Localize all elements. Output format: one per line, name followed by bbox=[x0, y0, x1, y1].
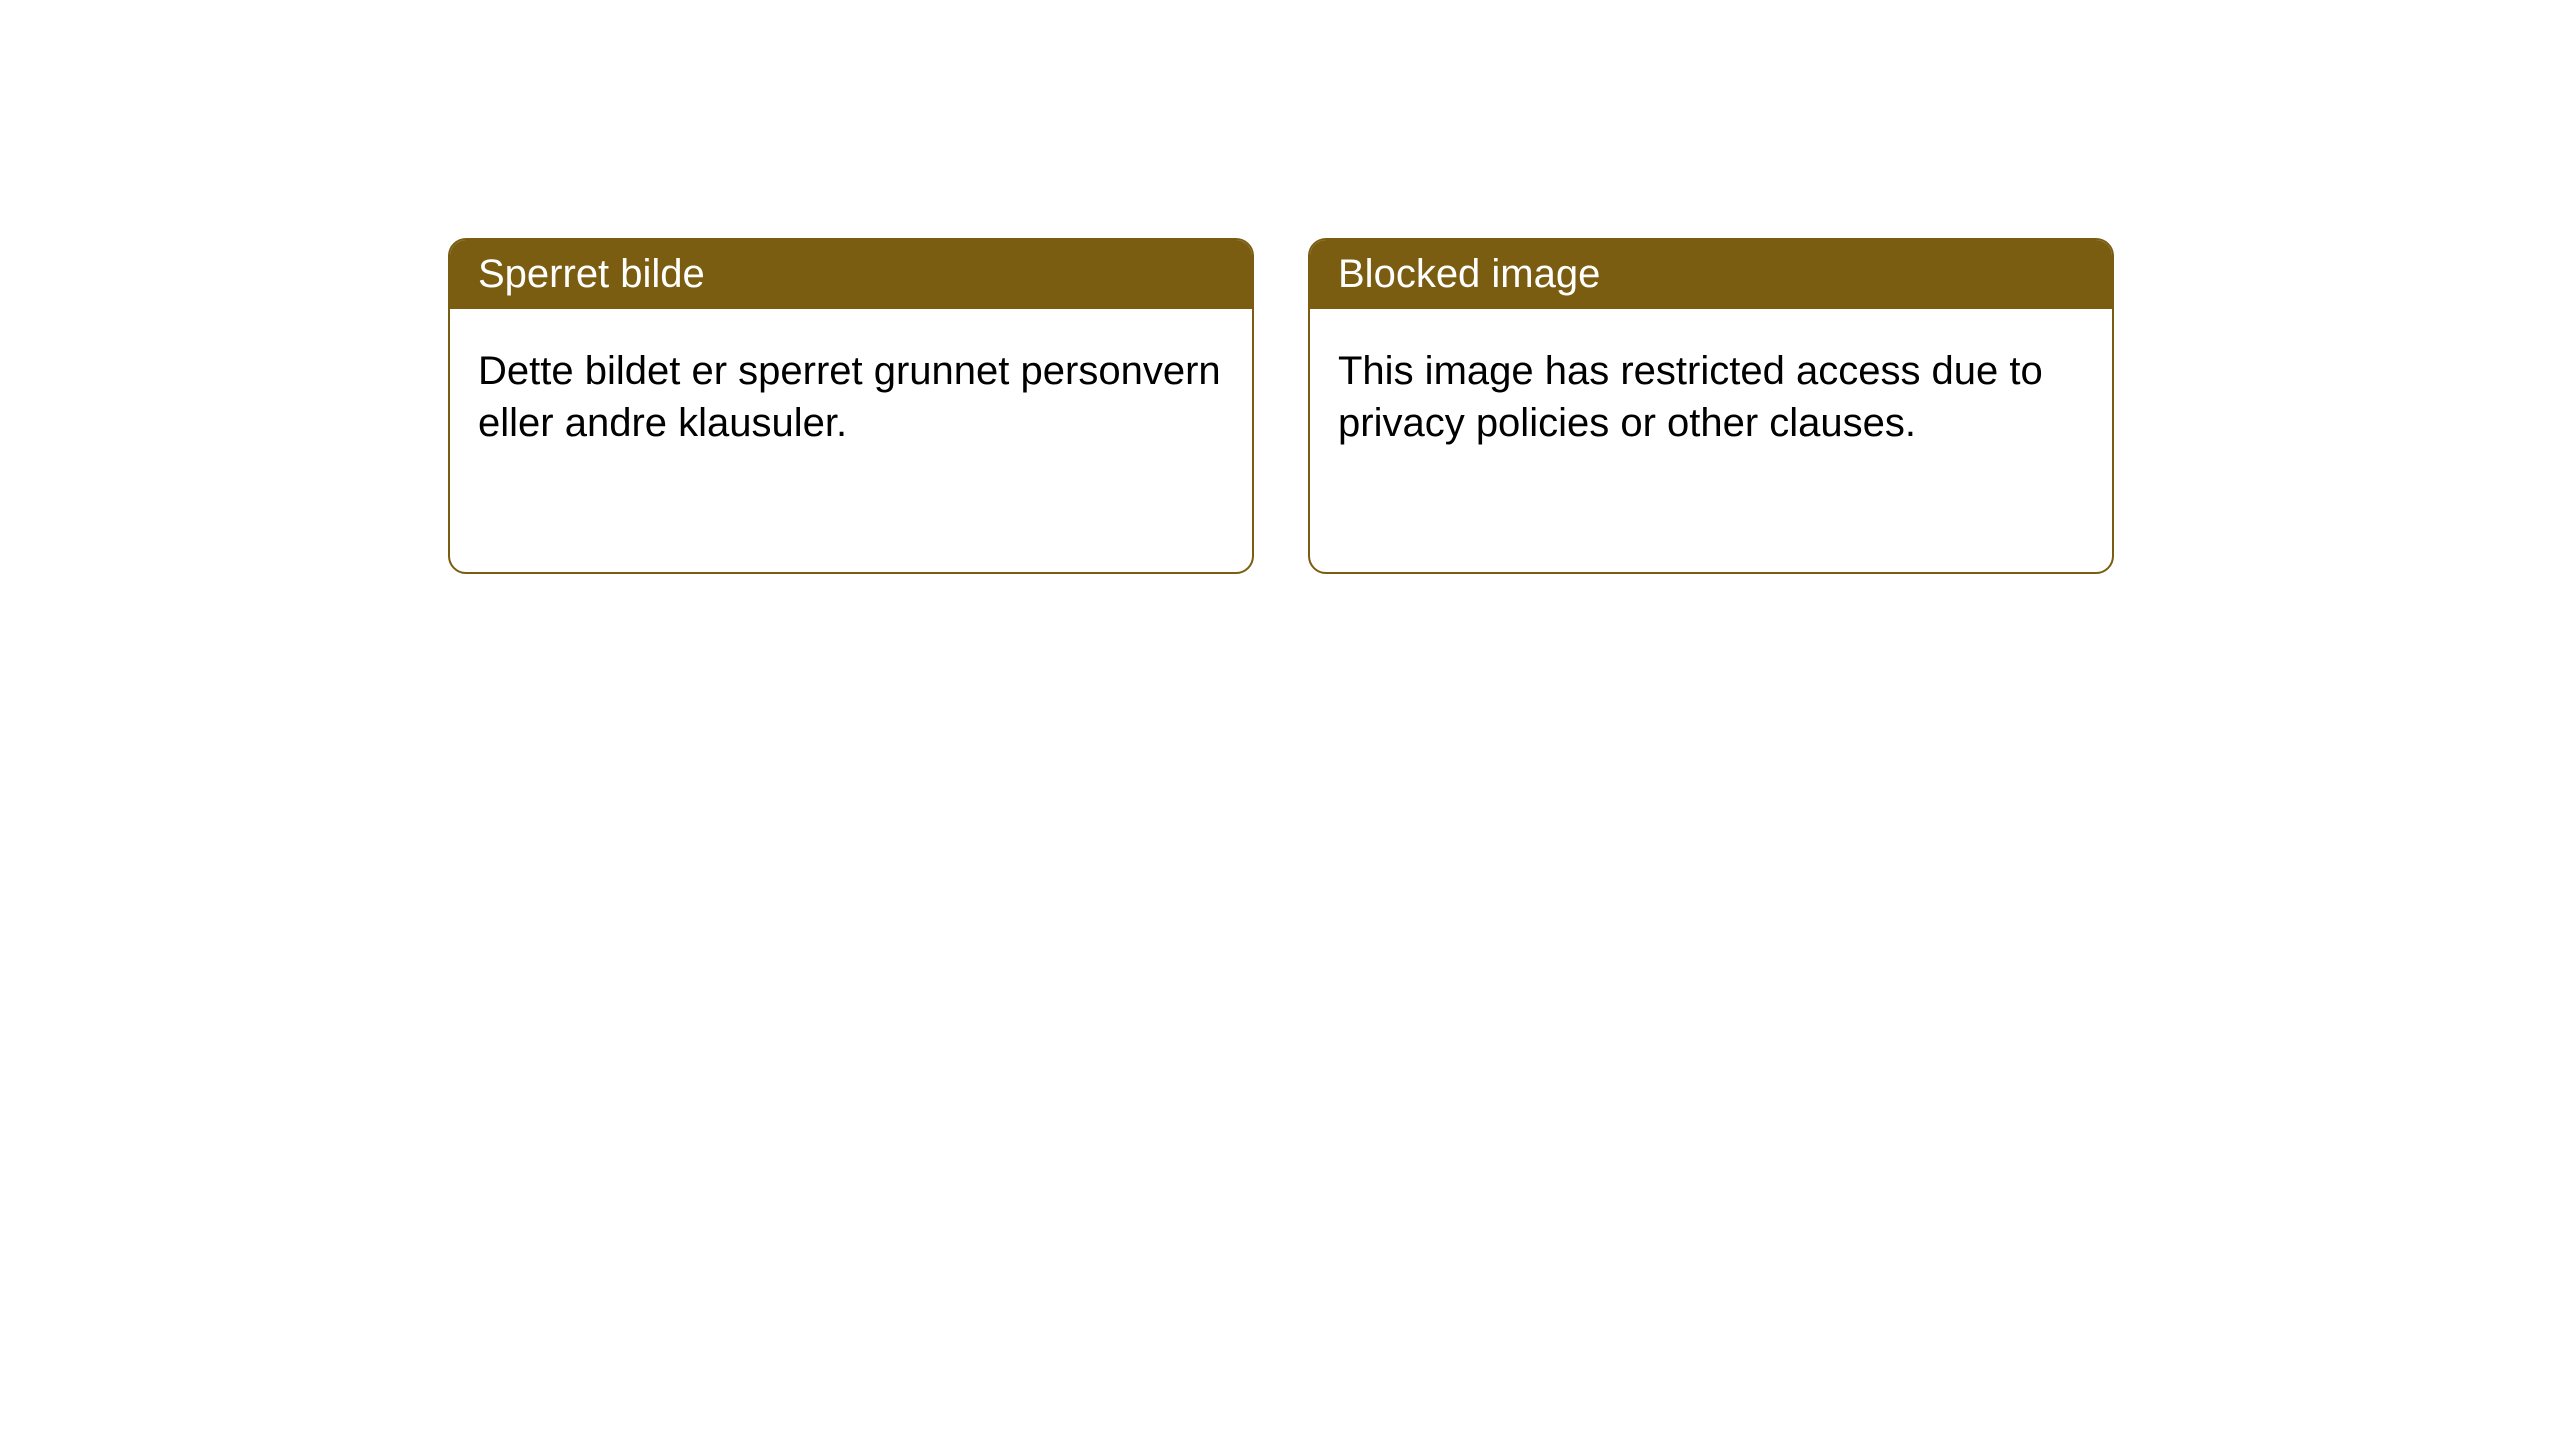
notice-card-norwegian: Sperret bilde Dette bildet er sperret gr… bbox=[448, 238, 1254, 574]
card-body: Dette bildet er sperret grunnet personve… bbox=[450, 309, 1252, 485]
card-body-text: Dette bildet er sperret grunnet personve… bbox=[478, 349, 1221, 445]
notice-cards-row: Sperret bilde Dette bildet er sperret gr… bbox=[448, 238, 2114, 574]
notice-card-english: Blocked image This image has restricted … bbox=[1308, 238, 2114, 574]
card-header: Sperret bilde bbox=[450, 240, 1252, 309]
card-header-text: Sperret bilde bbox=[478, 252, 705, 296]
card-header-text: Blocked image bbox=[1338, 252, 1600, 296]
card-body-text: This image has restricted access due to … bbox=[1338, 349, 2043, 445]
card-body: This image has restricted access due to … bbox=[1310, 309, 2112, 485]
card-header: Blocked image bbox=[1310, 240, 2112, 309]
